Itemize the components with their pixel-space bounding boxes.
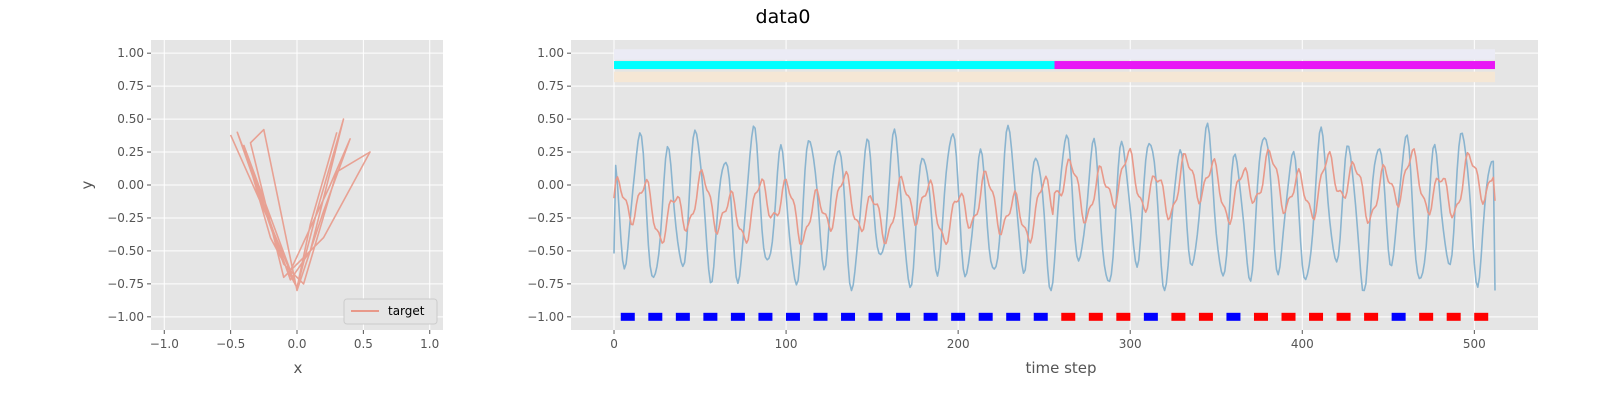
trajectory-y-axis-label: y (78, 180, 96, 189)
x-tick-label: 0.5 (354, 337, 373, 351)
trajectory-y-ticks: −1.00 −0.75 −0.50 −0.25 0.00 0.25 0.50 0.75 1.00 (107, 46, 151, 324)
phase-marker (1143, 312, 1158, 321)
x-tick-label: −0.5 (216, 337, 245, 351)
phase-marker (1309, 312, 1324, 321)
phase-marker (730, 312, 745, 321)
y-tick-label: −0.50 (107, 244, 144, 258)
legend-label-target: target (388, 304, 425, 318)
phase-marker (1391, 312, 1406, 321)
phase-marker (841, 312, 856, 321)
time-series-y-ticks: −1.00 −0.75 −0.50 −0.25 0.00 0.25 0.50 0.75 1.00 (527, 46, 571, 324)
phase-marker (1474, 312, 1489, 321)
y-tick-label: 0.00 (117, 178, 144, 192)
y-tick-label: −0.75 (107, 277, 144, 291)
y-tick-label: 0.00 (537, 178, 564, 192)
y-tick-label: −1.00 (527, 310, 564, 324)
y-tick-label: −0.25 (107, 211, 144, 225)
trajectory-grid (151, 40, 443, 330)
phase-marker (1419, 312, 1434, 321)
phase-marker (1171, 312, 1186, 321)
phase-marker (868, 312, 883, 321)
trajectory-x-axis-label: x (294, 359, 303, 377)
time-series-lines (613, 122, 1496, 292)
phase-marker (1364, 312, 1379, 321)
time-series-panel: −1.00 −0.75 −0.50 −0.25 0.00 0.25 0.50 0.75 1.00… (527, 40, 1538, 377)
phase-marker (978, 312, 993, 321)
x-tick-label: 500 (1463, 337, 1486, 351)
phase-bar-segment-0 (614, 61, 1055, 70)
target-trajectory-line (229, 118, 371, 292)
phase-marker (1336, 312, 1351, 321)
phase-marker (620, 312, 635, 321)
phase-marker (1253, 312, 1268, 321)
trajectory-x-ticks: −1.0 −0.5 0.0 0.5 1.0 (150, 330, 439, 351)
background-band-0 (614, 49, 1495, 60)
time-series-x-axis-label: time step (1025, 359, 1096, 377)
phase-marker (758, 312, 773, 321)
phase-marker (813, 312, 828, 321)
legend-box (343, 298, 438, 325)
background-band-1 (614, 71, 1495, 83)
y-tick-label: 0.25 (537, 145, 564, 159)
signal-line (613, 122, 1496, 292)
x-tick-label: 0.0 (287, 337, 306, 351)
phase-marker (1198, 312, 1213, 321)
time-series-markers (620, 312, 1489, 321)
y-tick-label: −1.00 (107, 310, 144, 324)
phase-marker (896, 312, 911, 321)
x-tick-label: 200 (947, 337, 970, 351)
time-series-bands (614, 49, 1495, 83)
y-tick-label: 0.75 (537, 79, 564, 93)
x-tick-label: −1.0 (150, 337, 179, 351)
y-tick-label: −0.50 (527, 244, 564, 258)
phase-marker (1446, 312, 1461, 321)
y-tick-label: −0.25 (527, 211, 564, 225)
figure-title: data0 (756, 6, 811, 28)
phase-marker (1006, 312, 1021, 321)
phase-marker (648, 312, 663, 321)
x-tick-label: 0 (610, 337, 618, 351)
y-tick-label: 1.00 (537, 46, 564, 60)
y-tick-label: 0.50 (117, 112, 144, 126)
phase-bar-segment-1 (1054, 61, 1495, 70)
phase-marker (1116, 312, 1131, 321)
y-tick-label: 0.75 (117, 79, 144, 93)
phase-marker (923, 312, 938, 321)
phase-marker (1088, 312, 1103, 321)
phase-marker (1281, 312, 1296, 321)
x-tick-label: 300 (1119, 337, 1142, 351)
trajectory-series-layer (229, 118, 371, 292)
trajectory-panel: −1.00−0.75−0.50−0.250.000.250.500.751.00… (78, 40, 443, 377)
phase-marker (703, 312, 718, 321)
phase-marker (785, 312, 800, 321)
trajectory-legend: target (343, 298, 438, 325)
phase-marker (951, 312, 966, 321)
y-tick-label: 0.25 (117, 145, 144, 159)
target-line (613, 147, 1496, 246)
y-tick-label: 0.50 (537, 112, 564, 126)
phase-marker (675, 312, 690, 321)
time-series-x-ticks: 0 100 200 300 400 500 (610, 330, 1486, 351)
x-tick-label: 1.0 (420, 337, 439, 351)
phase-marker (1061, 312, 1076, 321)
phase-marker (1226, 312, 1241, 321)
y-tick-label: −0.75 (527, 277, 564, 291)
x-tick-label: 400 (1291, 337, 1314, 351)
phase-marker (1033, 312, 1048, 321)
x-tick-label: 100 (775, 337, 798, 351)
y-tick-label: 1.00 (117, 46, 144, 60)
